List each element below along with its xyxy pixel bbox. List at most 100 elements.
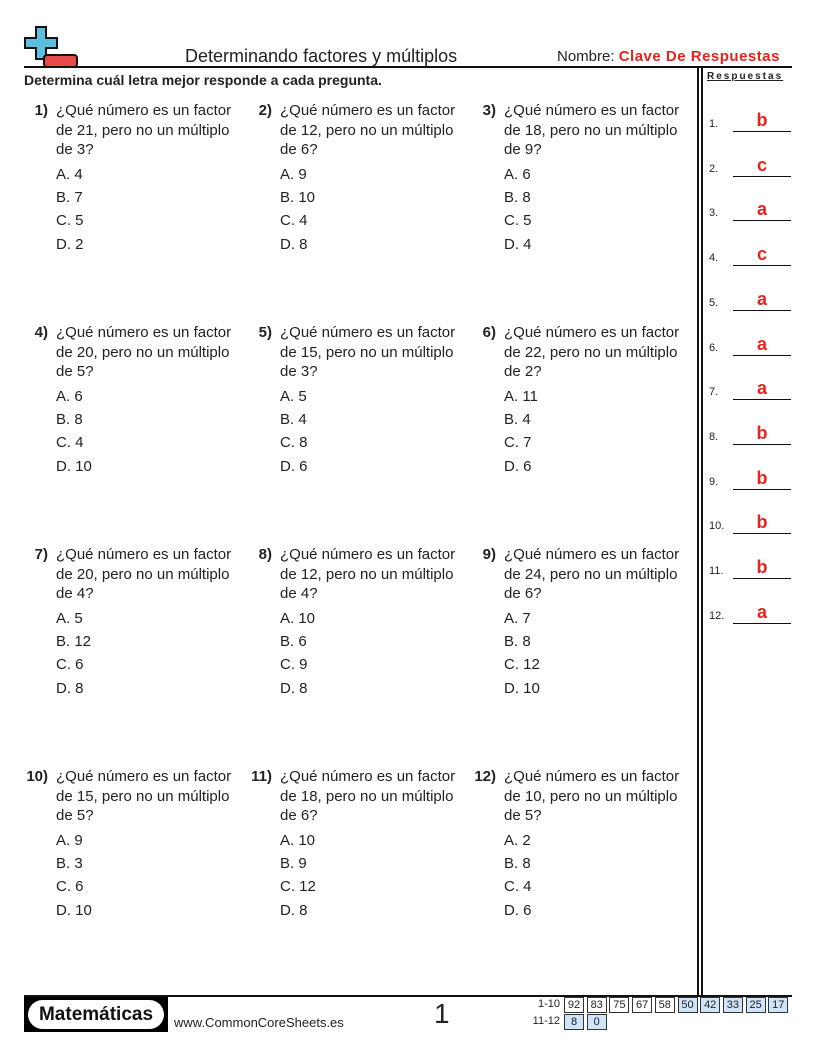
- choice: D. 6: [504, 901, 532, 919]
- question-text: ¿Qué número es un factor de 10, pero no …: [504, 768, 680, 824]
- choice: B. 4: [504, 411, 531, 429]
- name-field: Nombre: Clave De Respuestas: [557, 48, 780, 65]
- answer-line: [733, 443, 791, 445]
- answer-item: 5. a: [709, 289, 793, 311]
- choice: B. 10: [280, 189, 316, 207]
- answer-label: 6.: [709, 341, 719, 354]
- answer-label: 1.: [709, 118, 719, 130]
- answer-label: 10.: [709, 520, 725, 533]
- question-text: ¿Qué número es un factor de 18, pero no …: [280, 768, 456, 824]
- choice: C. 8: [280, 434, 308, 452]
- answer-value: c: [756, 244, 767, 265]
- answer-line: [733, 622, 791, 624]
- choice: B. 6: [280, 633, 307, 651]
- answer-label: 7.: [709, 386, 719, 399]
- answer-line: [733, 533, 791, 535]
- choice: A. 5: [56, 610, 83, 627]
- header-divider: [24, 66, 792, 68]
- answer-item: 4. c: [709, 244, 793, 267]
- choice: D. 10: [56, 901, 92, 919]
- question-number: 4): [34, 324, 48, 341]
- answer-label: 8.: [709, 430, 719, 443]
- answer-item: 8. b: [709, 422, 793, 445]
- question-text: ¿Qué número es un factor de 24, pero no …: [504, 546, 680, 602]
- answer-label: 4.: [709, 252, 719, 265]
- question-number: 9): [482, 546, 496, 563]
- score-row-label: 1-10: [537, 998, 560, 1010]
- choice: D. 4: [504, 235, 532, 253]
- choice: B. 12: [56, 633, 92, 651]
- question-number: 10): [26, 768, 48, 785]
- choice: D. 8: [280, 235, 308, 253]
- plus-minus-logo-icon: [24, 26, 78, 68]
- choice: B. 8: [56, 411, 83, 429]
- instructions: Determina cuál letra mejor responde a ca…: [24, 72, 382, 88]
- choice: B. 3: [56, 855, 83, 873]
- answer-value: b: [756, 422, 768, 443]
- answer-line: [733, 578, 791, 579]
- choice: D. 8: [56, 679, 84, 697]
- choice: D. 10: [56, 457, 92, 475]
- score-cell: 33: [722, 997, 743, 1013]
- question-number: 5): [258, 324, 272, 341]
- score-cell: 83: [586, 997, 607, 1013]
- question-number: 3): [482, 102, 496, 119]
- question-text: ¿Qué número es un factor de 18, pero no …: [504, 102, 680, 158]
- answer-label: 12.: [709, 609, 725, 622]
- choice: A. 11: [504, 388, 538, 405]
- answer-label: 3.: [709, 207, 719, 220]
- score-cell: 0: [586, 1014, 607, 1030]
- score-cell: 58: [654, 997, 675, 1013]
- choice: A. 9: [56, 832, 83, 849]
- choice: A. 6: [56, 388, 83, 405]
- answer-value: b: [756, 557, 768, 577]
- answer-item: 11. b: [709, 557, 793, 579]
- choice: B. 4: [280, 411, 307, 429]
- answer-item: 1. b: [709, 110, 793, 132]
- score-cell: 67: [632, 997, 653, 1013]
- question-text: ¿Qué número es un factor de 15, pero no …: [56, 768, 232, 824]
- page-number: 1: [434, 998, 450, 1029]
- answer-value: b: [756, 512, 768, 533]
- answer-line: [733, 399, 791, 401]
- choice: A. 10: [280, 610, 316, 627]
- question-number: 11): [251, 768, 272, 785]
- question-number: 7): [34, 546, 48, 563]
- answer-column-divider: [701, 68, 703, 996]
- answer-line: [733, 309, 791, 311]
- choice: C. 7: [504, 434, 532, 452]
- score-cell: 8: [564, 1014, 584, 1030]
- choice: B. 9: [280, 855, 307, 873]
- answers-heading: Respuestas: [707, 71, 784, 82]
- choice: D. 2: [56, 235, 84, 253]
- choice: A. 6: [504, 166, 531, 183]
- answer-label: 9.: [709, 475, 719, 488]
- question-text: ¿Qué número es un factor de 15, pero no …: [280, 324, 456, 380]
- choice: A. 9: [280, 166, 307, 183]
- choice: D. 8: [280, 679, 308, 697]
- answer-value: a: [756, 378, 767, 399]
- score-cell: 42: [700, 997, 721, 1013]
- choice: B. 8: [504, 189, 531, 207]
- answer-line: [733, 220, 791, 222]
- logo-text: Matemáticas: [28, 1000, 164, 1029]
- answer-value: b: [756, 110, 768, 130]
- answer-label: 5.: [709, 296, 719, 309]
- answer-value: b: [756, 467, 768, 488]
- score-cell: 50: [677, 997, 698, 1013]
- question-number: 12): [474, 768, 496, 785]
- footer-divider: [24, 995, 792, 997]
- choice: B. 8: [504, 855, 531, 873]
- answer-label: 11.: [709, 565, 724, 577]
- choice: A. 7: [504, 610, 531, 627]
- choice: A. 2: [504, 832, 531, 849]
- choice: D. 6: [280, 457, 308, 475]
- site-url: www.CommonCoreSheets.es: [174, 1015, 344, 1030]
- choice: A. 4: [56, 166, 83, 183]
- choice: C. 4: [56, 434, 84, 452]
- choice: C. 6: [56, 656, 84, 674]
- choice: C. 12: [504, 656, 540, 674]
- matematicas-logo: Matemáticas: [24, 997, 168, 1032]
- choice: C. 9: [280, 656, 308, 674]
- choice: A. 5: [280, 388, 307, 405]
